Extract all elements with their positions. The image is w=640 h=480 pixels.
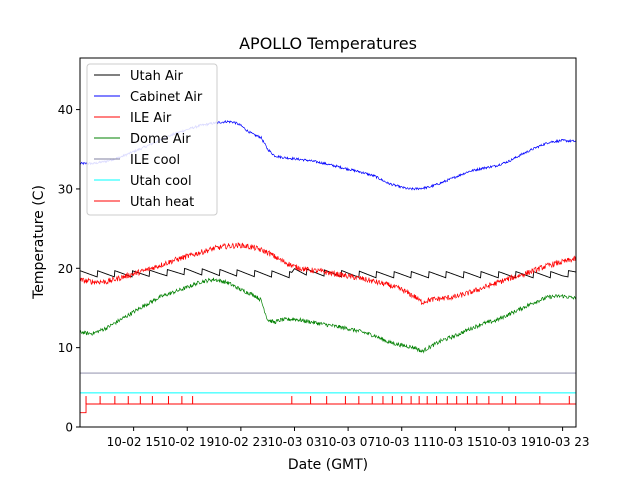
x-tick-label: 10-02 23 xyxy=(214,435,268,449)
y-tick-label: 10 xyxy=(58,341,73,355)
y-tick-label: 0 xyxy=(65,421,73,435)
legend-label-ile-air: ILE Air xyxy=(130,111,172,126)
x-tick-label: 10-03 15 xyxy=(428,435,482,449)
legend-label-cabinet-air: Cabinet Air xyxy=(130,90,203,105)
series-line-ile-air xyxy=(80,242,576,305)
legend-label-utah-cool: Utah cool xyxy=(130,174,192,189)
plot-frame xyxy=(79,57,577,428)
y-tick-label: 30 xyxy=(58,182,73,196)
x-tick-label: 10-02 19 xyxy=(160,435,214,449)
series-line-utah-air xyxy=(80,267,576,279)
x-tick-label: 10-03 19 xyxy=(482,435,536,449)
chart-title: APOLLO Temperatures xyxy=(239,34,417,53)
legend-label-utah-heat: Utah heat xyxy=(130,195,194,210)
x-tick-label: 10-03 23 xyxy=(536,435,590,449)
x-tick-label: 10-03 03 xyxy=(268,435,322,449)
series-line-dome-air xyxy=(80,277,576,354)
x-tick-label: 10-02 15 xyxy=(107,435,161,449)
y-tick-label: 40 xyxy=(58,103,73,117)
x-tick-label: 10-03 11 xyxy=(375,435,429,449)
legend-label-dome-air: Dome Air xyxy=(130,132,191,147)
legend-label-utah-air: Utah Air xyxy=(130,69,183,84)
legend-label-ile-cool: ILE cool xyxy=(130,153,180,168)
x-tick-label: 10-03 07 xyxy=(321,435,375,449)
y-tick-label: 20 xyxy=(58,262,73,276)
series-line-utah-heat xyxy=(80,403,576,414)
legend-box xyxy=(86,63,218,216)
y-axis-label: Temperature (C) xyxy=(31,185,47,300)
series-group xyxy=(80,120,576,414)
legend: Utah Air Cabinet Air ILE Air Dome Air ILE co… xyxy=(86,63,218,216)
x-axis-label: Date (GMT) xyxy=(288,457,368,473)
